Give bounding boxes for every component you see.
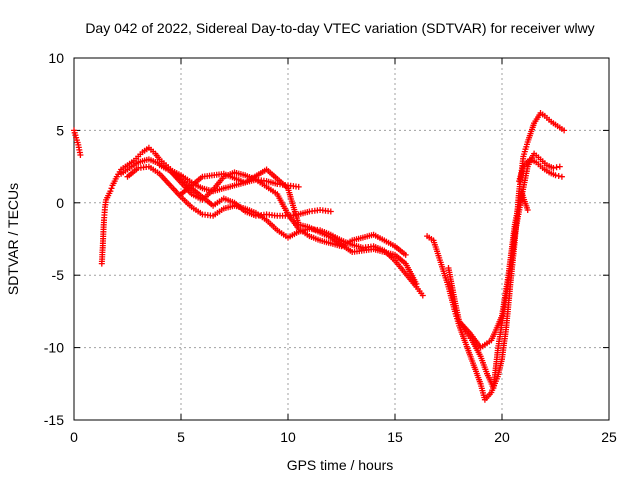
data-point-marker bbox=[550, 165, 557, 171]
plot-frame bbox=[73, 57, 610, 421]
chart-title: Day 042 of 2022, Sidereal Day-to-day VTE… bbox=[85, 20, 594, 36]
data-point-marker bbox=[327, 208, 334, 215]
y-tick-label: -5 bbox=[52, 267, 65, 283]
data-point-marker bbox=[555, 173, 562, 179]
data-point-marker bbox=[561, 127, 568, 134]
y-tick-label: 0 bbox=[56, 195, 64, 211]
x-tick-label: 25 bbox=[601, 429, 617, 445]
data-point-marker bbox=[553, 164, 560, 171]
x-axis-title: GPS time / hours bbox=[287, 457, 394, 473]
data-points bbox=[71, 110, 568, 403]
data-point-marker bbox=[108, 185, 115, 192]
data-point-marker bbox=[552, 172, 559, 179]
y-tick-label: -10 bbox=[44, 340, 64, 356]
data-point-marker bbox=[107, 188, 114, 195]
y-tick-label: 10 bbox=[48, 50, 64, 66]
data-point-marker bbox=[295, 183, 302, 190]
x-tick-label: 10 bbox=[280, 429, 296, 445]
data-point-marker bbox=[402, 251, 409, 258]
x-tick-label: 5 bbox=[177, 429, 185, 445]
y-tick-label: -15 bbox=[44, 412, 64, 428]
data-point-marker bbox=[77, 152, 84, 158]
data-point-marker bbox=[556, 163, 563, 170]
y-tick-label: 5 bbox=[56, 122, 64, 138]
data-point-marker bbox=[558, 173, 565, 180]
data-point-marker bbox=[419, 292, 426, 299]
x-tick-label: 0 bbox=[70, 429, 78, 445]
x-tick-label: 20 bbox=[494, 429, 510, 445]
data-point-marker bbox=[413, 280, 420, 287]
data-point-marker bbox=[524, 207, 531, 213]
axis-ticks: 0 5 10 15 20 25 -15 -10 -5 0 5 10 bbox=[44, 50, 617, 445]
x-tick-label: 15 bbox=[387, 429, 403, 445]
y-axis-title: SDTVAR / TECUs bbox=[5, 183, 21, 295]
